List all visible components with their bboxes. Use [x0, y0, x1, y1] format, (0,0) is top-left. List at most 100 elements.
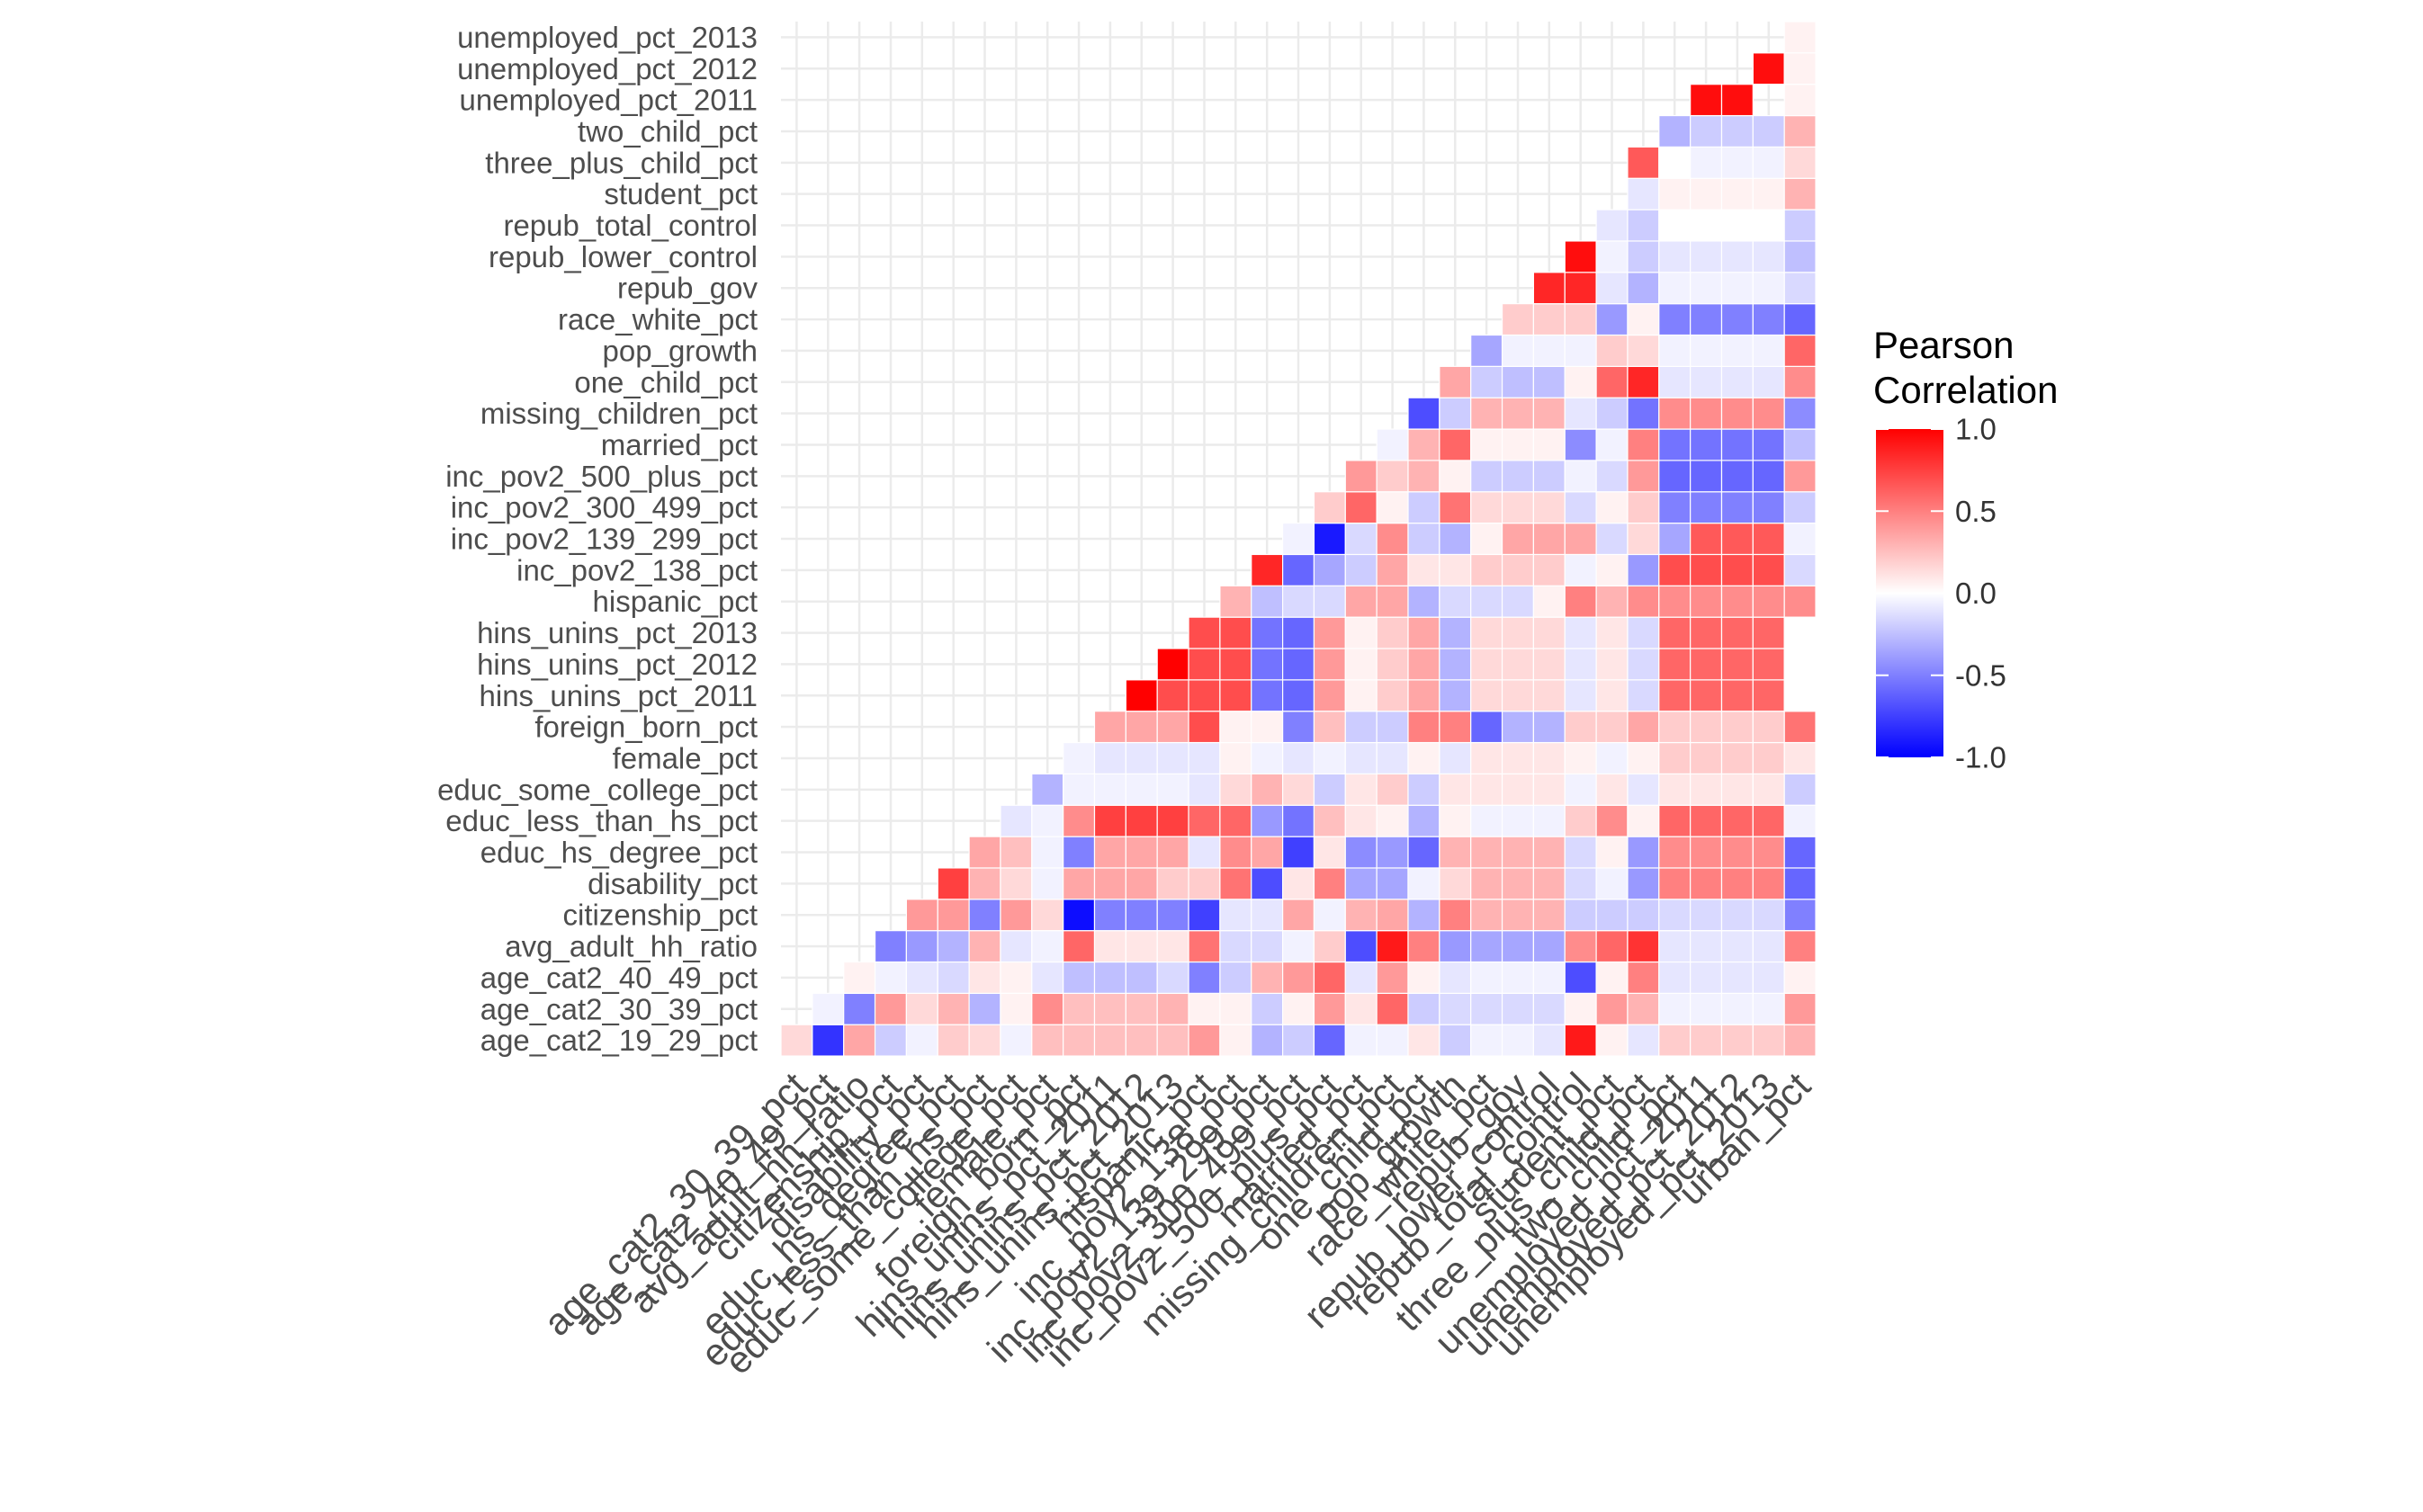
heatmap-cell	[1407, 711, 1440, 744]
heatmap-cell	[1188, 616, 1221, 649]
heatmap-cell	[1000, 867, 1033, 900]
heatmap-cell	[1251, 804, 1284, 837]
heatmap-cell	[1752, 553, 1785, 586]
heatmap-cell	[1752, 177, 1785, 210]
heatmap-cell	[874, 930, 907, 963]
heatmap-cell	[1156, 679, 1189, 712]
heatmap-cell	[1783, 711, 1817, 744]
heatmap-cell	[1156, 711, 1189, 744]
heatmap-cell	[1501, 711, 1535, 744]
heatmap-cell	[1251, 553, 1284, 586]
heatmap-cell	[1251, 899, 1284, 932]
heatmap-cell	[1564, 334, 1597, 367]
heatmap-cell	[1251, 616, 1284, 649]
heatmap-cell	[1188, 648, 1221, 681]
heatmap-cell	[1595, 491, 1629, 524]
heatmap-cell	[1595, 428, 1629, 461]
heatmap-cell	[1627, 616, 1660, 649]
heatmap-cell	[1031, 773, 1064, 806]
heatmap-cell	[1627, 240, 1660, 273]
y-axis-label: disability_pct	[588, 867, 758, 900]
heatmap-cell	[1690, 741, 1723, 774]
heatmap-cell	[1501, 397, 1535, 430]
y-axis-label: unemployed_pct_2011	[460, 84, 758, 117]
heatmap-cell	[1376, 585, 1409, 618]
heatmap-cell	[1313, 867, 1346, 900]
heatmap-cell	[1658, 899, 1692, 932]
heatmap-cell	[1658, 648, 1692, 681]
heatmap-cell	[1532, 992, 1566, 1025]
heatmap-cell	[968, 867, 1001, 900]
heatmap-cell	[1720, 804, 1754, 837]
heatmap-cell	[1720, 961, 1754, 994]
heatmap-cell	[1595, 209, 1629, 242]
heatmap-cell	[1532, 365, 1566, 398]
heatmap-cell	[1690, 867, 1723, 900]
heatmap-cell	[1627, 899, 1660, 932]
heatmap-cell	[968, 1024, 1001, 1057]
heatmap-cell	[1752, 52, 1785, 85]
heatmap-cell	[1783, 397, 1817, 430]
heatmap-cell	[1783, 303, 1817, 336]
heatmap-cell	[1000, 992, 1033, 1025]
heatmap-cell	[1658, 679, 1692, 712]
heatmap-cell	[1281, 836, 1315, 869]
heatmap-cell	[1156, 930, 1189, 963]
heatmap-cell	[1720, 679, 1754, 712]
heatmap-cell	[1564, 272, 1597, 305]
heatmap-cell	[1627, 773, 1660, 806]
heatmap-cell	[1690, 491, 1723, 524]
heatmap-cell	[1219, 804, 1252, 837]
heatmap-cell	[1532, 804, 1566, 837]
heatmap-cell	[1439, 992, 1472, 1025]
heatmap-cell	[1690, 553, 1723, 586]
heatmap-cell	[1658, 428, 1692, 461]
heatmap-cell	[905, 992, 938, 1025]
heatmap-cell	[1125, 711, 1158, 744]
legend-tick-label: -1.0	[1955, 741, 2006, 774]
heatmap-cell	[1156, 836, 1189, 869]
heatmap-cell	[1658, 303, 1692, 336]
heatmap-cell	[1595, 930, 1629, 963]
heatmap-cell	[968, 930, 1001, 963]
heatmap-cell	[1439, 648, 1472, 681]
heatmap-cell	[1783, 804, 1817, 837]
heatmap-cell	[1313, 522, 1346, 556]
heatmap-cell	[1281, 741, 1315, 774]
heatmap-cell	[1564, 992, 1597, 1025]
heatmap-cell	[1532, 303, 1566, 336]
heatmap-cell	[1564, 553, 1597, 586]
heatmap-cell	[1752, 428, 1785, 461]
heatmap-cell	[812, 992, 845, 1025]
heatmap-cell	[1093, 961, 1126, 994]
heatmap-cell	[1407, 553, 1440, 586]
heatmap-cell	[1031, 836, 1064, 869]
heatmap-cell	[1093, 992, 1126, 1025]
heatmap-cell	[1063, 804, 1096, 837]
heatmap-cell	[1125, 1024, 1158, 1057]
heatmap-cell	[1690, 679, 1723, 712]
heatmap-cell	[1344, 930, 1378, 963]
y-axis-label: inc_pov2_139_299_pct	[451, 523, 758, 556]
heatmap-cell	[1532, 397, 1566, 430]
heatmap-cell	[1658, 741, 1692, 774]
heatmap-cell	[1690, 397, 1723, 430]
heatmap-cell	[1752, 867, 1785, 900]
heatmap-cell	[1251, 961, 1284, 994]
heatmap-cell	[905, 930, 938, 963]
heatmap-cell	[1720, 209, 1754, 242]
heatmap-cell	[1281, 648, 1315, 681]
heatmap-cell	[1595, 836, 1629, 869]
heatmap-cell	[1470, 460, 1503, 493]
heatmap-cell	[1595, 303, 1629, 336]
heatmap-cell	[1281, 616, 1315, 649]
heatmap-cell	[1564, 460, 1597, 493]
heatmap-cell	[1783, 992, 1817, 1025]
heatmap-cell	[1188, 1024, 1221, 1057]
heatmap-cell	[1470, 804, 1503, 837]
heatmap-cell	[1376, 460, 1409, 493]
heatmap-cell	[1313, 773, 1346, 806]
heatmap-cell	[1344, 773, 1378, 806]
heatmap-cell	[1658, 1024, 1692, 1057]
heatmap-cell	[1251, 679, 1284, 712]
